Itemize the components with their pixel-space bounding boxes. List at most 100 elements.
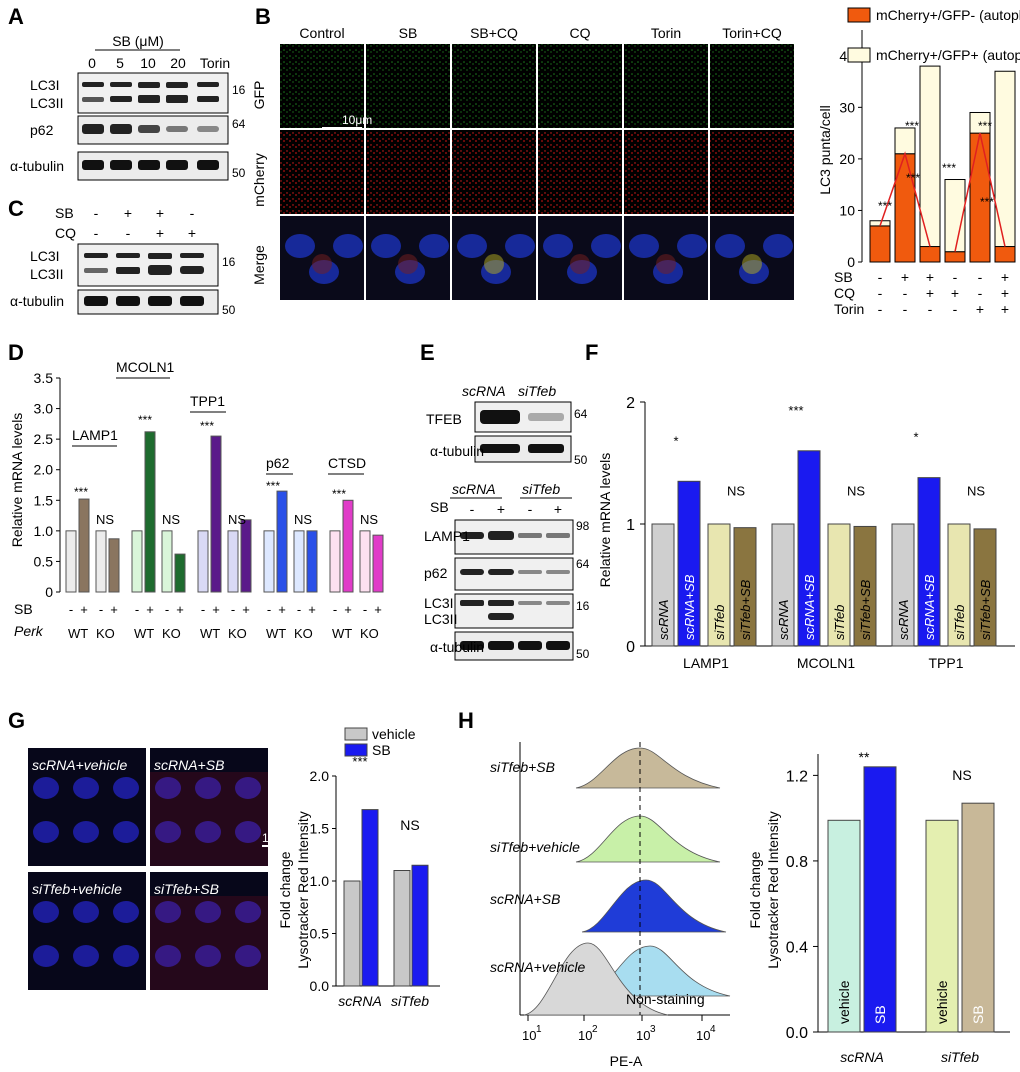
d-sign: + <box>146 602 154 617</box>
f-star: * <box>673 433 678 448</box>
g-nucleus <box>33 901 59 923</box>
h-xlabel-bar: siTfeb <box>941 1049 979 1065</box>
b-star: *** <box>980 195 994 209</box>
d-bar <box>240 519 252 593</box>
c-sign: + <box>124 205 132 221</box>
puncta-cluster <box>484 254 504 274</box>
h-bar <box>961 802 995 1033</box>
d-ko: KO <box>228 626 247 641</box>
b-star: *** <box>878 199 892 213</box>
row-label-merge: Merge <box>251 245 267 285</box>
g-nucleus <box>33 821 59 843</box>
nucleus <box>419 234 449 258</box>
b-star: *** <box>905 119 919 133</box>
dose-torin: Torin <box>200 55 230 71</box>
d-bar <box>78 498 90 593</box>
g-legend-label: SB <box>372 742 391 758</box>
f-ytick-label: 0 <box>626 639 635 656</box>
d-bar <box>306 530 318 593</box>
d-ns: NS <box>294 512 312 527</box>
d-sign: + <box>80 602 88 617</box>
g-lysotracker-signal <box>150 896 268 990</box>
e-tubulin: α-tubulin <box>430 639 484 655</box>
h-xtick-exp: 4 <box>710 1024 716 1035</box>
h-ylabel2: Lysotracker Red Intensity <box>765 811 781 968</box>
b-sign: + <box>951 285 959 301</box>
g-ylabel2: Lysotracker Red Intensity <box>295 811 311 968</box>
d-star: *** <box>200 419 214 433</box>
e-sb: SB <box>430 499 449 515</box>
puncta-cluster <box>570 254 590 274</box>
g-nucleus <box>73 945 99 967</box>
f-gene-label: TPP1 <box>928 655 963 671</box>
g-tile-label: scRNA+SB <box>154 757 224 773</box>
f-bar <box>973 528 997 647</box>
d-ko: KO <box>294 626 313 641</box>
f-bar <box>651 523 675 647</box>
c-mw-16: 16 <box>222 255 236 269</box>
f-bar <box>771 523 795 647</box>
b-col-label: Control <box>299 25 344 41</box>
b-trend-line <box>954 132 1006 252</box>
panel-letter-e: E <box>420 340 435 365</box>
h-bar-label: vehicle <box>934 980 950 1024</box>
d-bar <box>329 530 341 593</box>
h-xtick-label: 10 <box>696 1028 710 1043</box>
f-star: * <box>913 430 918 445</box>
d-ytick-label: 0.5 <box>34 553 54 569</box>
g-ylabel: Fold change <box>277 851 293 928</box>
g-nucleus <box>155 945 181 967</box>
f-bar <box>853 525 877 647</box>
micrograph-tile <box>452 44 536 128</box>
d-sign: - <box>231 602 235 617</box>
b-star: *** <box>942 161 956 175</box>
h-histogram-trace <box>523 942 669 1016</box>
c-sign: - <box>94 205 99 221</box>
nucleus <box>457 234 487 258</box>
d-star: *** <box>74 485 88 499</box>
d-sign: - <box>135 602 139 617</box>
e-mw-98: 98 <box>576 519 590 533</box>
g-nucleus <box>113 901 139 923</box>
nucleus <box>371 234 401 258</box>
d-bar <box>342 499 354 593</box>
b-sign: - <box>903 285 908 301</box>
h-ytick-label: 0.0 <box>786 1025 808 1042</box>
panel-letter-d: D <box>8 340 24 365</box>
g-ytick-label: 1.0 <box>310 873 330 889</box>
g-legend-swatch <box>344 727 368 741</box>
g-scale-text: 10μm <box>262 831 292 845</box>
g-bar <box>361 809 379 987</box>
mw-50: 50 <box>232 166 246 180</box>
panel-letter-h: H <box>458 708 474 733</box>
e-sitfeb: siTfeb <box>522 481 560 497</box>
h-xtick-label: 10 <box>636 1028 650 1043</box>
b-sign: - <box>928 301 933 317</box>
b-sign: - <box>978 269 983 285</box>
dose-10: 10 <box>140 55 156 71</box>
d-ytick-label: 1.5 <box>34 492 54 508</box>
mw-64: 64 <box>232 117 246 131</box>
d-ns: NS <box>96 512 114 527</box>
panel-b-images: Control SB SB+CQ CQ Torin Torin+CQ GFP mCherr… <box>251 25 794 300</box>
e-mw-64a: 64 <box>574 407 588 421</box>
panel-letter-a: A <box>8 4 24 29</box>
p62-label: p62 <box>30 122 54 138</box>
d-gene-label: p62 <box>266 455 290 471</box>
b-legend-swatch <box>847 7 871 23</box>
h-xtick-label: 10 <box>578 1028 592 1043</box>
h-xtick-exp: 3 <box>650 1024 656 1035</box>
d-bar <box>263 530 275 593</box>
tubulin-label-a: α-tubulin <box>10 158 64 174</box>
micrograph-tile <box>538 130 622 214</box>
b-sign: + <box>1001 301 1009 317</box>
f-bar-label: scRNA <box>656 600 671 640</box>
g-legend-swatch <box>344 743 368 757</box>
b-bar-autophagolysosome <box>894 153 916 263</box>
h-xtick-exp: 2 <box>592 1024 598 1035</box>
b-scale-text: 10μm <box>342 113 372 127</box>
f-star: *** <box>788 403 803 418</box>
b-row-label: CQ <box>834 285 855 301</box>
d-sign: + <box>110 602 118 617</box>
